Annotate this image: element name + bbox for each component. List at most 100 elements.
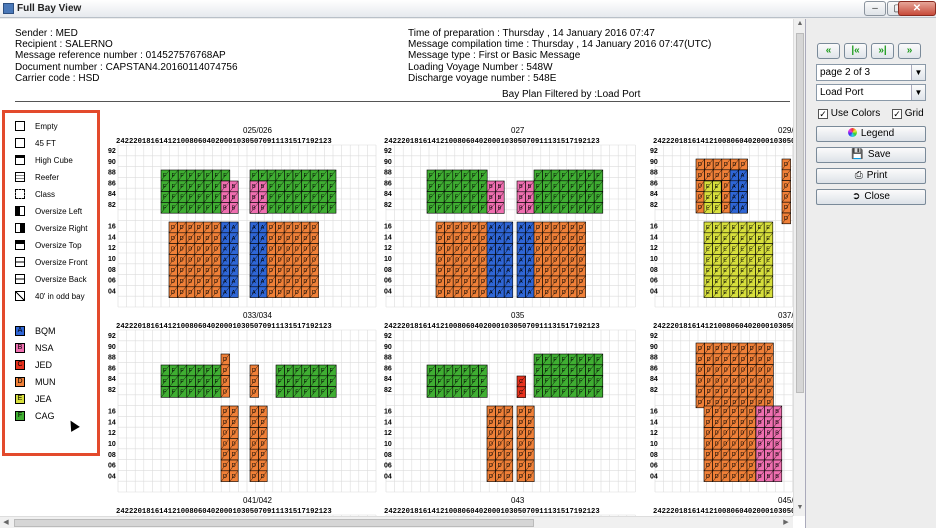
- checkmark-icon[interactable]: ✓: [892, 109, 902, 119]
- odd-bay-mark: [712, 202, 722, 214]
- container-code: F: [429, 379, 433, 385]
- odd-bay-mark: [525, 470, 535, 482]
- odd-bay-mark: [186, 202, 196, 214]
- tier-row-label: 88: [384, 170, 392, 177]
- odd-bay-mark: [195, 202, 205, 214]
- odd-bay-mark: [249, 405, 259, 417]
- legend-type-symbol: [15, 240, 25, 250]
- minimize-button[interactable]: –: [864, 1, 886, 16]
- odd-bay-mark: [301, 286, 311, 298]
- scroll-right-icon[interactable]: ▶: [783, 519, 789, 526]
- filter-select[interactable]: Load Port ▼: [816, 84, 926, 101]
- container-code: D: [171, 279, 175, 285]
- container-code: F: [446, 184, 450, 190]
- odd-bay-mark: [186, 386, 196, 398]
- container-code: B: [519, 206, 523, 212]
- odd-bay-mark: [461, 275, 471, 287]
- odd-bay-mark: [712, 191, 722, 203]
- bay-number-label: 043: [511, 496, 525, 505]
- container-code: A: [506, 225, 510, 231]
- odd-bay-mark: [426, 375, 436, 387]
- horizontal-scrollbar[interactable]: ◀ ▶: [0, 516, 793, 528]
- odd-bay-mark: [738, 353, 748, 365]
- container-code: B: [767, 431, 771, 437]
- tier-row-label: 90: [108, 159, 116, 166]
- page-select[interactable]: page 2 of 3 ▼: [816, 64, 926, 81]
- container-code: B: [261, 184, 265, 190]
- print-button[interactable]: ⎙ Print: [816, 168, 926, 184]
- odd-bay-mark: [738, 254, 748, 266]
- container-code: F: [536, 389, 540, 395]
- odd-bay-mark: [533, 353, 543, 365]
- odd-bay-mark: [695, 158, 705, 170]
- previous-page-button[interactable]: |«: [844, 43, 867, 59]
- vertical-scrollbar[interactable]: ▲ ▼: [793, 19, 805, 516]
- use-colors-checkbox[interactable]: ✓ Use Colors: [818, 108, 880, 119]
- odd-bay-mark: [229, 470, 239, 482]
- tier-row-label: 86: [650, 365, 658, 372]
- odd-bay-mark: [301, 169, 311, 181]
- tier-row-label: 92: [650, 148, 658, 155]
- odd-bay-mark: [594, 353, 603, 365]
- next-page-button[interactable]: »|: [871, 43, 894, 59]
- container-code: A: [519, 225, 523, 231]
- save-button[interactable]: 💾 Save: [816, 147, 926, 163]
- tier-row-label: 90: [384, 159, 392, 166]
- chevron-down-icon[interactable]: ▼: [911, 85, 925, 100]
- container-code: F: [163, 173, 167, 179]
- odd-bay-mark: [186, 265, 195, 277]
- first-page-button[interactable]: «: [817, 43, 840, 59]
- chevron-down-icon[interactable]: ▼: [911, 65, 925, 80]
- odd-bay-mark: [327, 202, 337, 214]
- container-code: F: [312, 184, 316, 190]
- close-window-button[interactable]: ✕: [898, 1, 936, 16]
- legend-button[interactable]: Legend: [816, 126, 926, 142]
- grid-checkbox[interactable]: ✓ Grid: [892, 108, 924, 119]
- close-button[interactable]: ➲ Close: [816, 189, 926, 205]
- odd-bay-mark: [729, 243, 739, 255]
- odd-bay-mark: [585, 169, 595, 181]
- odd-bay-mark: [755, 427, 765, 439]
- odd-bay-mark: [229, 275, 239, 287]
- odd-bay-mark: [249, 427, 259, 439]
- odd-bay-mark: [764, 375, 774, 387]
- vertical-scroll-thumb[interactable]: [796, 33, 804, 393]
- scroll-left-icon[interactable]: ◀: [3, 519, 9, 526]
- odd-bay-mark: [704, 158, 714, 170]
- container-code: D: [261, 441, 265, 447]
- container-code: D: [707, 357, 711, 363]
- odd-bay-mark: [773, 416, 782, 428]
- odd-bay-mark: [275, 221, 285, 233]
- scroll-down-icon[interactable]: ▼: [796, 504, 804, 511]
- tier-row-label: 08: [650, 267, 658, 274]
- horizontal-scroll-thumb[interactable]: [14, 519, 534, 527]
- odd-bay-mark: [203, 364, 213, 376]
- container-code: D: [464, 268, 468, 274]
- checkmark-icon[interactable]: ✓: [818, 109, 828, 119]
- odd-bay-mark: [258, 180, 268, 192]
- container-code: D: [223, 441, 227, 447]
- tier-row-label: 10: [384, 441, 392, 448]
- odd-bay-mark: [258, 286, 268, 298]
- scroll-up-icon[interactable]: ▲: [796, 20, 804, 27]
- container-code: D: [261, 463, 265, 469]
- odd-bay-mark: [186, 364, 196, 376]
- odd-bay-mark: [470, 265, 480, 277]
- odd-bay-mark: [576, 386, 586, 398]
- container-code: D: [252, 452, 256, 458]
- odd-bay-mark: [756, 353, 765, 365]
- container-code: F: [163, 390, 167, 396]
- container-code: E: [706, 184, 710, 190]
- odd-bay-mark: [327, 364, 337, 376]
- container-code: D: [706, 441, 710, 447]
- last-page-button[interactable]: »: [898, 43, 921, 59]
- bay-column-header: 2422201816141210080604020001030507091113…: [384, 323, 600, 331]
- bay-plan-canvas[interactable]: 025/026242220181614121008060402000103050…: [0, 19, 793, 516]
- tier-row-label: 88: [650, 355, 658, 362]
- odd-bay-mark: [444, 254, 454, 266]
- odd-bay-mark: [525, 459, 535, 471]
- odd-bay-mark: [533, 232, 543, 244]
- container-code: E: [732, 257, 736, 263]
- odd-bay-mark: [712, 470, 722, 482]
- container-code: D: [749, 463, 753, 469]
